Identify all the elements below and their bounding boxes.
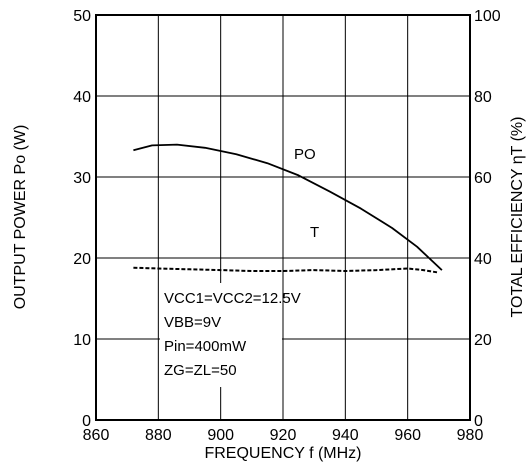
- y-left-tick-label: 50: [73, 8, 91, 25]
- x-tick-label: 920: [270, 427, 297, 444]
- efficiency-series-line: [133, 266, 439, 274]
- x-tick-label: 880: [145, 427, 172, 444]
- y-right-tick-label: 0: [474, 413, 483, 430]
- y-right-axis-title: TOTAL EFFICIENCY ηT (%): [509, 117, 526, 318]
- x-tick-label: 860: [83, 427, 110, 444]
- plot-area-frame: [95, 14, 471, 421]
- eta-series-label: T: [310, 224, 319, 241]
- x-tick-label: 960: [394, 427, 421, 444]
- condition-impedance: ZG=ZL=50: [164, 362, 237, 379]
- condition-vcc: VCC1=VCC2=12.5V: [164, 290, 301, 307]
- y-left-tick-label: 20: [73, 251, 91, 268]
- condition-pin: Pin=400mW: [164, 338, 247, 355]
- y-left-tick-label: 40: [73, 89, 91, 106]
- y-left-tick-labels: 0 10 20 30 40 50: [73, 8, 91, 430]
- y-right-tick-label: 40: [474, 251, 492, 268]
- y-left-axis-title: OUTPUT POWER Po (W): [12, 125, 29, 310]
- condition-vbb: VBB=9V: [164, 314, 221, 331]
- x-tick-label: 900: [207, 427, 234, 444]
- y-left-tick-label: 0: [82, 413, 91, 430]
- y-right-tick-label: 20: [474, 332, 492, 349]
- x-tick-label: 980: [457, 427, 484, 444]
- y-right-tick-labels: 0 20 40 60 80 100: [474, 8, 501, 430]
- x-axis-title: FREQUENCY f (MHz): [204, 445, 361, 462]
- y-left-tick-label: 30: [73, 170, 91, 187]
- po-series-label: PO: [294, 146, 316, 163]
- x-tick-label: 940: [332, 427, 359, 444]
- output-power-series-line: [133, 143, 443, 271]
- y-left-tick-label: 10: [73, 332, 91, 349]
- conditions-box: VCC1=VCC2=12.5V VBB=9V Pin=400mW ZG=ZL=5…: [160, 283, 301, 387]
- x-tick-labels: 860 880 900 920 940 960 980: [83, 427, 484, 444]
- grid-lines: [96, 15, 470, 420]
- series-lines: [133, 143, 443, 274]
- y-right-tick-label: 80: [474, 89, 492, 106]
- y-right-tick-label: 60: [474, 170, 492, 187]
- y-right-tick-label: 100: [474, 8, 501, 25]
